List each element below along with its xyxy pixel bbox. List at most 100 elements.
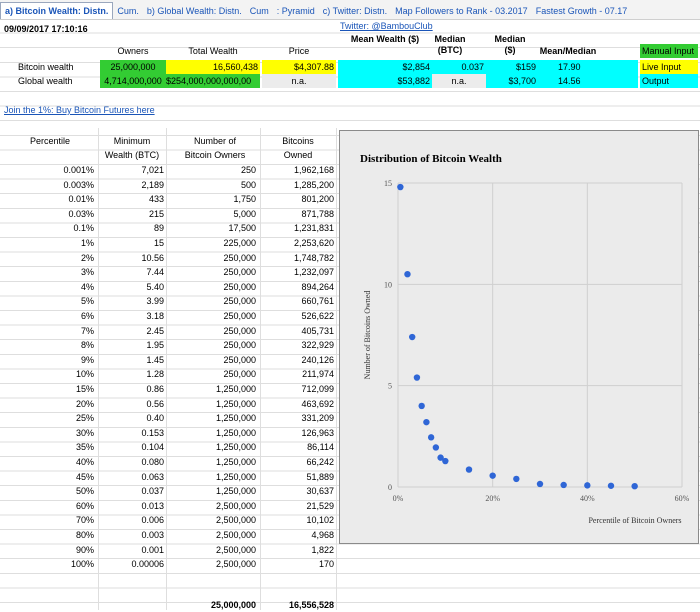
x-tick-label: 0% [393,494,404,503]
data-point [437,454,444,461]
data-point [465,466,473,473]
bitcoin-owners-input[interactable]: 25,000,000 [100,60,166,74]
cell-owned: 170 [318,559,334,570]
cell-owned: 211,974 [302,369,334,380]
bitcoin-price[interactable]: $4,307.88 [262,60,336,74]
bitcoin-median-usd: $159 [486,60,538,74]
join-link[interactable]: Join the 1%: Buy Bitcoin Futures here [4,105,155,115]
x-tick-label: 40% [580,494,595,503]
cell-owned: 712,099 [301,384,334,394]
global-owners-input[interactable]: 4,714,000,000 [100,74,166,88]
sheet-tabs: a) Bitcoin Wealth: Distn. Cum. b) Global W… [0,0,700,20]
cell-percentile: 0.03% [68,208,94,219]
grid-line [98,128,99,610]
cell-owned: 871,788 [301,208,334,219]
cell-percentile: 100% [70,559,94,570]
col-owned-2: Owned [283,150,313,160]
sheet-tab[interactable]: Cum [249,6,269,16]
cell-percentile: 0.001% [63,165,94,175]
cell-percentile: 5% [80,296,94,307]
timestamp: 09/09/2017 17:10:16 [4,24,88,34]
cell-min-wealth: 0.006 [141,515,164,526]
cell-min-wealth: 2.45 [146,325,164,336]
data-point [397,183,404,191]
data-point [513,475,520,483]
cell-percentile: 3% [80,267,94,278]
row-label-bitcoin: Bitcoin wealth [18,62,74,72]
x-tick-label: 20% [485,494,500,503]
cell-owned: 322,929 [301,340,334,351]
grid-line [336,128,337,610]
cell-owned: 1,232,097 [293,267,334,278]
global-total-wealth-input[interactable]: $254,000,000,000,00 [166,74,260,88]
cell-owned: 463,692 [301,398,334,409]
cell-owned: 801,200 [301,194,334,205]
cell-percentile: 70% [75,515,94,526]
cell-min-wealth: 0.00006 [131,559,164,570]
y-tick-label: 0 [388,483,392,492]
chart-title: Distribution of Bitcoin Wealth [360,153,502,165]
sheet-tab[interactable]: Cum. [117,6,139,16]
cell-num-owners: 250,000 [223,296,256,307]
cell-percentile: 0.1% [73,223,94,234]
cell-percentile: 45% [75,471,94,482]
cell-owned: 126,963 [301,427,334,438]
grid-line [260,128,261,610]
legend-output: Output [640,74,698,88]
header-median-btc: Median (BTC) [434,34,466,55]
cell-owned: 1,231,831 [293,223,334,234]
cell-owned: 30,637 [306,486,334,497]
cell-owned: 2,253,620 [293,238,334,248]
sheet-tab[interactable]: : Pyramid [276,6,315,16]
cell-percentile: 6% [80,311,94,321]
sheet-tab[interactable]: Fastest Growth - 07.17 [535,6,628,16]
cell-owned: 51,889 [306,471,334,482]
legend-manual-input: Manual Input [640,44,698,58]
cell-min-wealth: 2,189 [141,179,164,190]
global-mean-median: 14.56 [538,74,638,88]
y-tick-label: 15 [384,179,392,188]
cell-percentile: 0.01% [68,194,94,205]
cell-percentile: 10% [75,369,94,380]
data-point [607,482,615,489]
cell-min-wealth: 1.28 [146,369,164,380]
col-percentile: Percentile [30,136,71,146]
cell-percentile: 7% [80,325,94,336]
cell-percentile: 60% [75,500,94,511]
cell-num-owners: 1,250,000 [215,384,256,394]
cell-percentile: 15% [75,384,94,394]
cell-num-owners: 250,000 [223,325,256,336]
sheet-tab[interactable]: b) Global Wealth: Distn. [146,6,242,16]
cell-percentile: 80% [75,530,94,540]
cell-num-owners: 250,000 [223,281,256,292]
sheet-tab[interactable]: c) Twitter: Distn. [322,6,388,16]
cell-owned: 240,126 [301,354,334,365]
sheet-tab[interactable]: a) Bitcoin Wealth: Distn. [0,2,114,19]
cell-num-owners: 250,000 [223,369,256,380]
cell-owned: 660,761 [301,296,334,307]
twitter-link[interactable]: Twitter: @BambouClub [340,21,433,31]
cell-num-owners: 250,000 [223,311,256,321]
cell-percentile: 35% [75,442,94,453]
bitcoin-total-wealth[interactable]: 16,560,438 [166,60,260,74]
cell-owned: 405,731 [301,325,334,336]
cell-min-wealth: 0.153 [141,427,164,438]
cell-percentile: 8% [80,340,94,351]
y-axis-label: Number of Bitcoins Owned [363,291,372,380]
chart-plot: 0% 20% 40% 60% 0 5 10 15 Percentile of Bitcoin O… [363,179,690,525]
cell-min-wealth: 0.86 [146,384,164,394]
cell-min-wealth: 0.080 [141,457,164,467]
cell-percentile: 9% [80,354,94,365]
cell-min-wealth: 89 [153,223,164,234]
cell-min-wealth: 1.95 [146,340,164,351]
sheet-tab[interactable]: Map Followers to Rank - 03.2017 [395,6,528,16]
cell-num-owners: 1,250,000 [215,457,256,467]
cell-percentile: 90% [75,544,94,555]
wealth-distribution-chart[interactable]: Distribution of Bitcoin Wealth 0% 20% 40% 6… [339,130,699,544]
cell-num-owners: 1,750 [233,194,256,205]
cell-num-owners: 250,000 [223,340,256,351]
data-point [404,271,411,278]
cell-min-wealth: 215 [148,208,164,219]
cell-min-wealth: 0.104 [141,442,164,453]
cell-num-owners: 1,250,000 [215,413,256,424]
